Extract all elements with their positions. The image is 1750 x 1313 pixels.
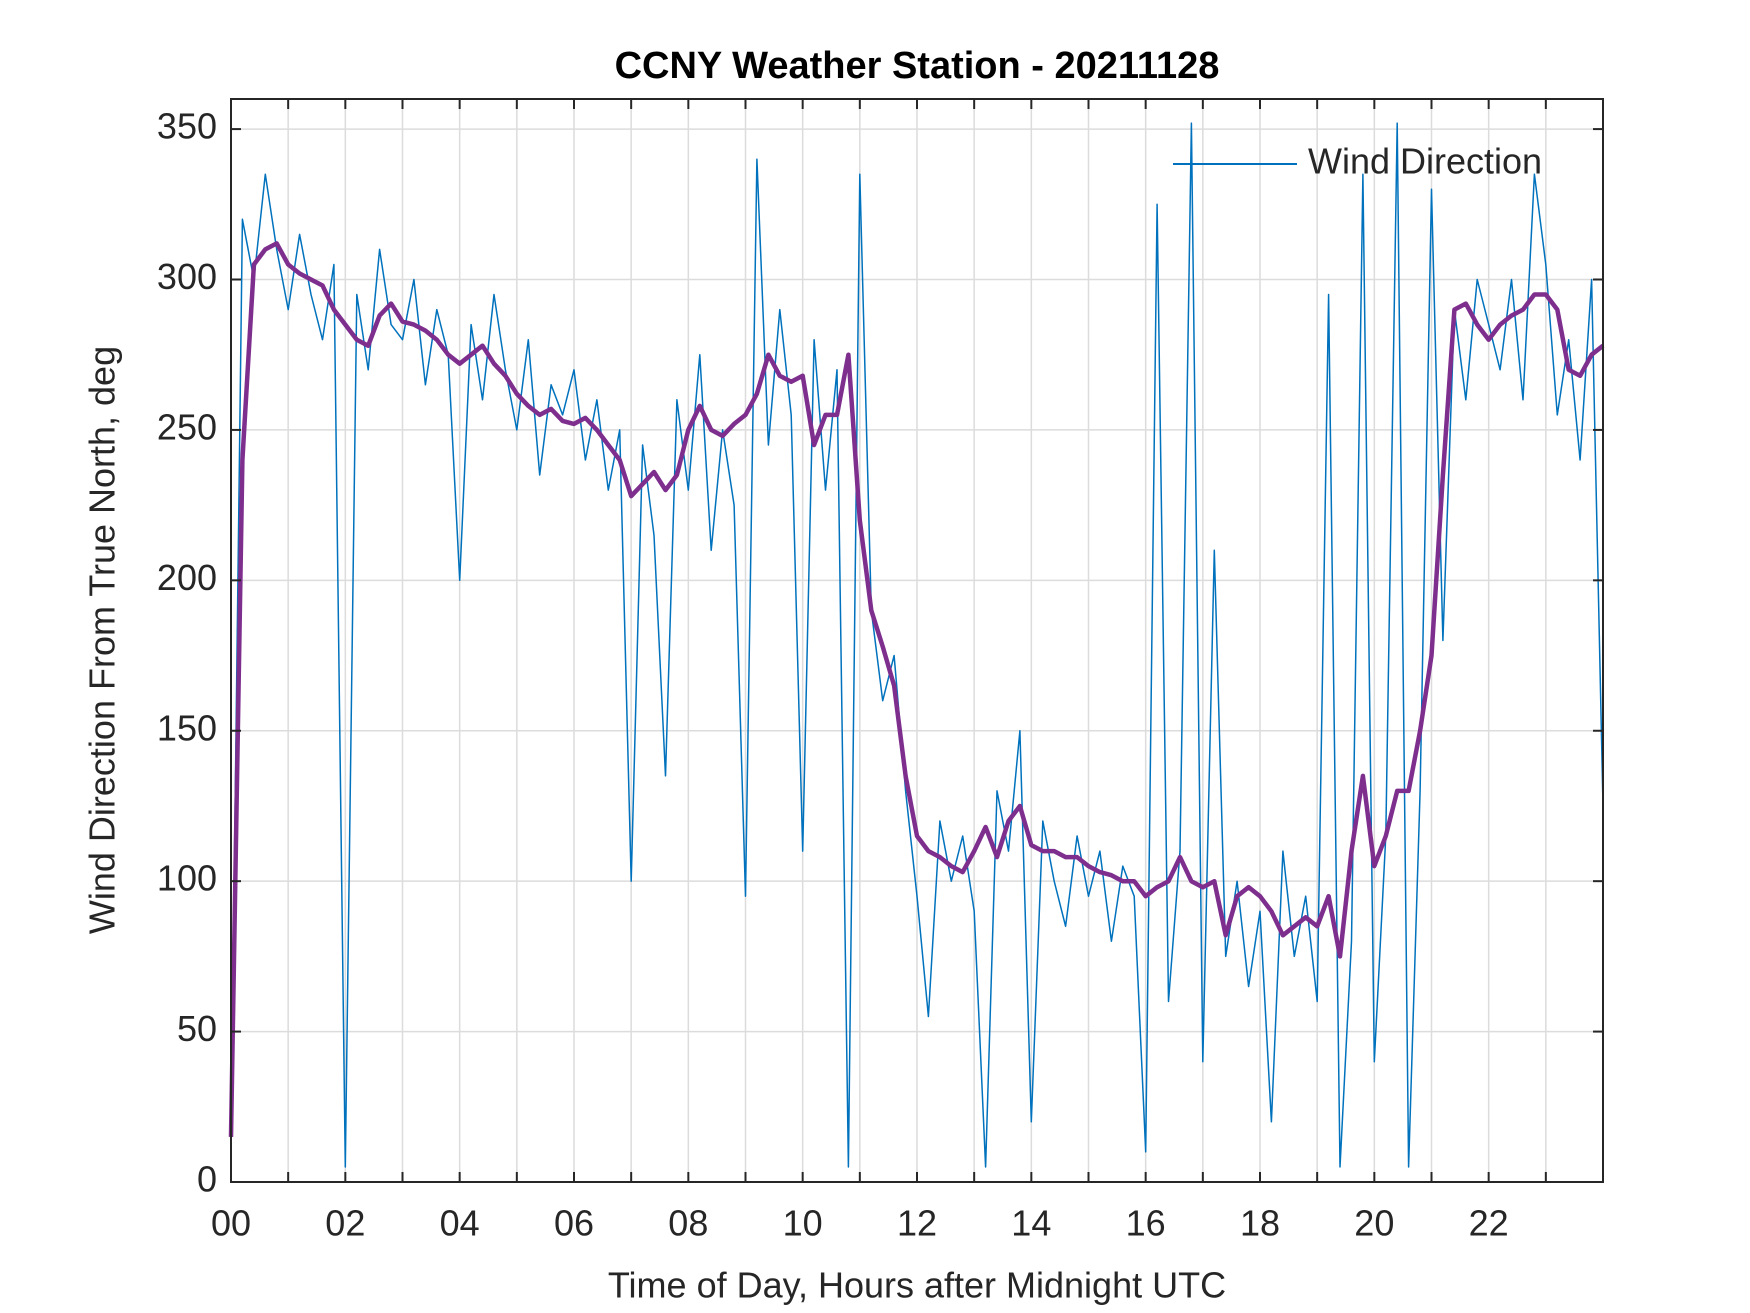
x-tick-label: 02 <box>325 1203 365 1244</box>
x-tick-label: 06 <box>554 1203 594 1244</box>
x-tick-label: 12 <box>897 1203 937 1244</box>
chart-title: CCNY Weather Station - 20211128 <box>615 45 1220 87</box>
data-line <box>228 241 1605 1137</box>
y-tick-label: 50 <box>177 1008 217 1049</box>
x-tick-label: 20 <box>1354 1203 1394 1244</box>
x-tick-label: 18 <box>1240 1203 1280 1244</box>
y-tick-label: 100 <box>157 858 217 899</box>
y-tick-label: 300 <box>157 256 217 297</box>
legend-label: Wind Direction <box>1308 141 1542 182</box>
y-axis-label: Wind Direction From True North, deg <box>82 346 123 934</box>
y-tick-label: 350 <box>157 106 217 147</box>
y-tick-label: 200 <box>157 557 217 598</box>
x-tick-label: 04 <box>440 1203 480 1244</box>
x-axis-label: Time of Day, Hours after Midnight UTC <box>608 1265 1226 1306</box>
x-tick-label: 16 <box>1126 1203 1166 1244</box>
x-tick-label: 08 <box>668 1203 708 1244</box>
y-tick-label: 0 <box>197 1159 217 1200</box>
y-tick-label: 250 <box>157 406 217 447</box>
x-tick-label: 10 <box>783 1203 823 1244</box>
x-tick-label: 22 <box>1469 1203 1509 1244</box>
data-line <box>230 122 1604 1168</box>
y-tick-label: 150 <box>157 707 217 748</box>
x-tick-label: 14 <box>1011 1203 1051 1244</box>
x-tick-label: 00 <box>211 1203 251 1244</box>
